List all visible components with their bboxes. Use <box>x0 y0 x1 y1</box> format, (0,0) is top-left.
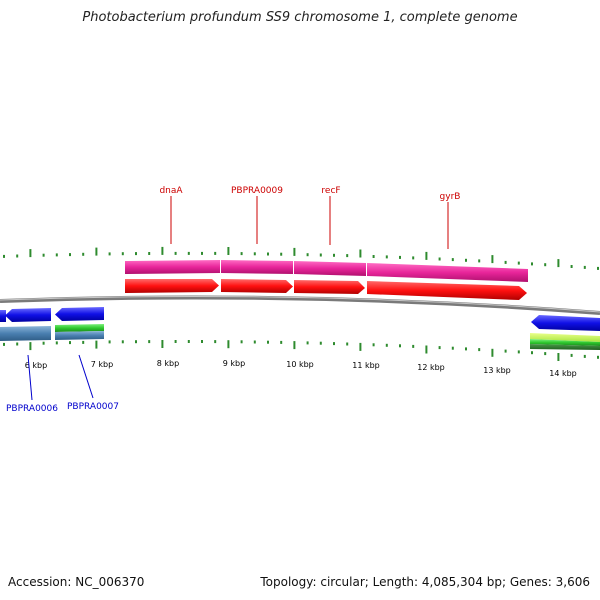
reverse-gene-feature[interactable] <box>0 326 51 341</box>
scale-label: 14 kbp <box>549 369 577 378</box>
map-title: Photobacterium profundum SS9 chromosome … <box>82 10 518 25</box>
scale-label: 10 kbp <box>286 360 314 369</box>
scale-label: 9 kbp <box>223 359 245 368</box>
gene-label-gyrb[interactable]: gyrB <box>440 192 461 202</box>
reverse-gene-track <box>0 324 600 350</box>
accession-text: Accession: NC_006370 <box>8 575 145 589</box>
forward-cds-arrow[interactable] <box>125 279 219 293</box>
scale-label: 12 kbp <box>417 363 445 372</box>
chromosome-backbone <box>0 295 600 315</box>
forward-cds-track <box>125 279 527 300</box>
reverse-cds-arrow[interactable] <box>531 315 600 331</box>
reverse-cds-arrow[interactable] <box>55 307 104 321</box>
scale-label: 8 kbp <box>157 359 179 368</box>
scale-label: 6 kbp <box>25 361 47 370</box>
forward-gene-feature[interactable] <box>367 263 528 282</box>
reverse-cds-arrow[interactable] <box>0 310 6 322</box>
gene-label-dnaa[interactable]: dnaA <box>159 186 183 196</box>
scale-label: 7 kbp <box>91 360 113 369</box>
upper-tick-ruler <box>3 246 599 270</box>
reverse-gene-feature[interactable] <box>55 324 104 332</box>
gene-label-pbpra0007[interactable]: PBPRA0007 <box>67 402 119 412</box>
forward-gene-feature[interactable] <box>294 261 366 276</box>
gene-label-recf[interactable]: recF <box>321 186 340 196</box>
gene-label-pbpra0009[interactable]: PBPRA0009 <box>231 186 283 196</box>
forward-cds-arrow[interactable] <box>294 280 365 294</box>
topology-summary-text: Topology: circular; Length: 4,085,304 bp… <box>260 575 590 589</box>
lower-tick-ruler <box>3 340 599 361</box>
scale-labels: 6 kbp 7 kbp 8 kbp 9 kbp 10 kbp 11 kbp 12… <box>25 359 577 378</box>
reverse-cds-track <box>0 307 600 331</box>
forward-gene-track <box>125 260 528 282</box>
forward-gene-labels: dnaA PBPRA0009 recF gyrB <box>159 186 460 249</box>
gene-label-pbpra0006[interactable]: PBPRA0006 <box>6 404 58 414</box>
reverse-gene-labels: PBPRA0006 PBPRA0007 <box>6 354 119 414</box>
forward-gene-feature[interactable] <box>221 260 293 274</box>
reverse-gene-feature[interactable] <box>55 331 104 340</box>
reverse-gene-feature[interactable] <box>530 339 600 346</box>
forward-gene-feature[interactable] <box>125 260 220 274</box>
reverse-cds-arrow[interactable] <box>5 308 51 322</box>
reverse-gene-feature[interactable] <box>530 344 600 350</box>
scale-label: 13 kbp <box>483 366 511 375</box>
forward-cds-arrow[interactable] <box>221 279 293 293</box>
scale-label: 11 kbp <box>352 361 380 370</box>
forward-cds-arrow[interactable] <box>367 281 527 300</box>
